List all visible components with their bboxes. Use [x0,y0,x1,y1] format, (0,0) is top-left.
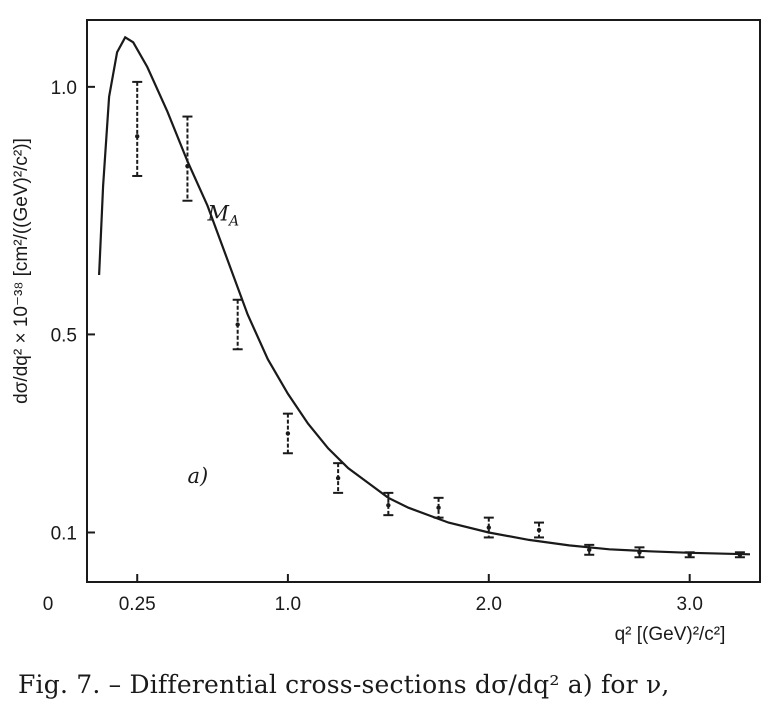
curve-label: MA [207,202,240,230]
data-point [235,322,240,327]
data-point [135,134,140,139]
x-tick-label: 2.0 [476,594,502,615]
data-point [687,552,692,557]
data-point [285,431,291,436]
data-point [737,552,743,557]
data-point [536,527,542,533]
data-point [386,503,391,508]
data-point [185,163,190,169]
x-tick-label: 1.0 [275,594,301,615]
panel-label: a) [187,464,208,488]
x-axis-label: q² [(GeV)²/c²] [615,624,726,645]
data-point [637,550,642,555]
figure-caption: Fig. 7. – Differential cross-sections dσ… [18,670,670,699]
y-tick-label: 1.0 [51,78,77,99]
data-point [436,505,441,510]
y-axis-label: dσ/dq² × 10⁻³⁸ [cm²/((GeV)²/c²)] [11,138,32,404]
x-tick-label: 0 [43,594,54,615]
data-point [587,547,592,553]
chart: 0 0.25 1.0 2.0 3.0 0.1 0.5 1.0 q² [(GeV)²/c²] dσ/… [11,19,761,645]
y-tick-label: 0.5 [51,325,77,346]
y-tick-label: 0.1 [51,523,77,544]
data-point [335,475,341,481]
fit-curve [98,35,751,556]
data-point [486,525,491,530]
plot-frame [86,19,761,583]
x-tick-label: 3.0 [676,594,702,615]
x-tick-label: 0.25 [119,594,156,615]
